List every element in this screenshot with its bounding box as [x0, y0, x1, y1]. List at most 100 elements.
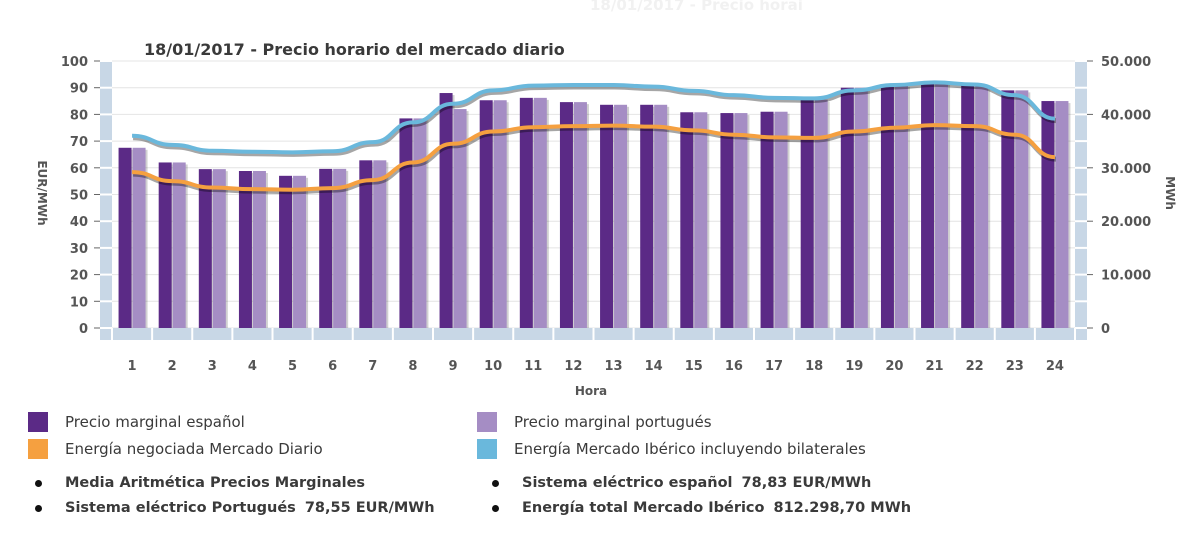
- axis-frame: [100, 60, 1087, 340]
- x-tick-label: 2: [168, 359, 177, 374]
- bar: [573, 102, 587, 328]
- y2-tick-label: 0: [1101, 322, 1110, 337]
- bar: [479, 100, 493, 329]
- bar: [720, 113, 734, 328]
- stat-value: 78,55 EUR/MWh: [304, 500, 435, 516]
- stat-value: 78,83 EUR/MWh: [741, 475, 872, 491]
- x-axis-title: Hora: [575, 384, 607, 398]
- legend-swatch: [28, 412, 48, 432]
- series-line: [132, 123, 1056, 192]
- bar: [172, 162, 186, 328]
- x-tick-label: 3: [208, 359, 217, 374]
- bar: [975, 85, 989, 328]
- legend-item-spanish-price[interactable]: Precio marginal español: [28, 412, 245, 432]
- bullet-icon: [35, 504, 42, 512]
- x-tick-label: 8: [408, 359, 417, 374]
- x-tick-label: 21: [926, 359, 944, 374]
- bar: [439, 93, 453, 328]
- bar: [694, 112, 708, 328]
- bar: [413, 118, 427, 328]
- x-tick-label: 11: [524, 359, 542, 374]
- bar: [880, 85, 894, 328]
- y-tick-label: 70: [70, 135, 88, 150]
- bar: [533, 97, 547, 328]
- bar: [774, 111, 788, 328]
- y2-axis-ticks: 0 10.000 20.000 30.000 40.000 50.000: [1087, 55, 1151, 337]
- bar: [252, 171, 266, 328]
- stat-label: Sistema eléctrico Portugués: [65, 500, 296, 516]
- y2-tick-label: 20.000: [1101, 215, 1151, 230]
- bar: [519, 97, 533, 328]
- bullet-icon: [492, 504, 499, 512]
- y-axis-ticks: 0 10 20 30 40 50 60 70 80 90 100: [61, 55, 100, 337]
- legend-swatch: [477, 439, 497, 459]
- y-tick-label: 80: [70, 108, 88, 123]
- x-tick-label: 19: [845, 359, 863, 374]
- y-tick-label: 20: [70, 269, 88, 284]
- x-tick-label: 22: [966, 359, 984, 374]
- y2-tick-label: 40.000: [1101, 108, 1151, 123]
- y-tick-label: 10: [70, 295, 88, 310]
- x-tick-label: 12: [564, 359, 582, 374]
- y-tick-label: 100: [61, 55, 88, 70]
- bullet-icon: [35, 479, 42, 487]
- legend-label: Precio marginal español: [65, 413, 245, 431]
- legend-item-portuguese-price[interactable]: Precio marginal portugués: [477, 412, 712, 432]
- legend-label: Energía negociada Mercado Diario: [65, 440, 323, 458]
- bar: [935, 82, 949, 328]
- x-tick-label: 5: [288, 359, 297, 374]
- bar: [640, 104, 654, 329]
- y-tick-label: 90: [70, 82, 88, 97]
- y-tick-label: 40: [70, 215, 88, 230]
- stat-portuguese-system: Sistema eléctrico Portugués 78,55 EUR/MW…: [35, 500, 435, 516]
- y2-tick-label: 30.000: [1101, 162, 1151, 177]
- chart-title: 18/01/2017 - Precio horario del mercado …: [140, 40, 569, 59]
- legend-label: Energía Mercado Ibérico incluyendo bilat…: [514, 440, 866, 458]
- stat-label: Sistema eléctrico español: [522, 475, 733, 491]
- bar: [373, 160, 387, 328]
- bar: [840, 87, 854, 328]
- y-tick-label: 50: [70, 189, 88, 204]
- y-tick-label: 0: [79, 322, 88, 337]
- lines: [132, 80, 1057, 195]
- y-axis-title: EUR/MWh: [35, 160, 49, 225]
- bar: [614, 104, 628, 329]
- series-line-shadow: [132, 81, 1057, 157]
- x-tick-label: 7: [368, 359, 377, 374]
- x-axis-ticks: 1 2 3 4 5 6 7 8 9 10 11 12 13 14 15 16 17 18 19 20 21 22 23 24: [128, 359, 1064, 374]
- stat-value: 812.298,70 MWh: [773, 500, 912, 516]
- bar: [800, 99, 814, 328]
- bar: [198, 169, 212, 328]
- x-tick-label: 15: [685, 359, 703, 374]
- x-tick-label: 24: [1046, 359, 1064, 374]
- x-tick-label: 14: [645, 359, 663, 374]
- bar: [734, 113, 748, 328]
- x-tick-label: 1: [128, 359, 137, 374]
- x-tick-label: 10: [484, 359, 502, 374]
- bar: [921, 82, 935, 328]
- bars: [118, 82, 1071, 329]
- y2-tick-label: 10.000: [1101, 269, 1151, 284]
- bar: [1055, 101, 1069, 328]
- x-tick-label: 17: [765, 359, 783, 374]
- legend-swatch: [28, 439, 48, 459]
- bar: [118, 147, 132, 328]
- bar: [333, 168, 347, 328]
- bar: [493, 100, 507, 329]
- background-title: 18/01/2017 - Precio horai: [590, 0, 803, 14]
- y-tick-label: 30: [70, 242, 88, 257]
- bar: [894, 85, 908, 328]
- x-tick-label: 9: [449, 359, 458, 374]
- x-tick-label: 13: [605, 359, 623, 374]
- legend-item-daily-market-energy[interactable]: Energía negociada Mercado Diario: [28, 439, 323, 459]
- bar: [158, 162, 172, 328]
- bar: [680, 112, 694, 328]
- bar: [559, 102, 573, 328]
- stat-media: Media Aritmética Precios Marginales: [35, 475, 365, 491]
- legend-swatch: [477, 412, 497, 432]
- x-tick-label: 4: [248, 359, 257, 374]
- x-tick-label: 18: [805, 359, 823, 374]
- legend-item-iberian-market-energy[interactable]: Energía Mercado Ibérico incluyendo bilat…: [477, 439, 866, 459]
- bar: [760, 111, 774, 328]
- bar: [453, 109, 467, 328]
